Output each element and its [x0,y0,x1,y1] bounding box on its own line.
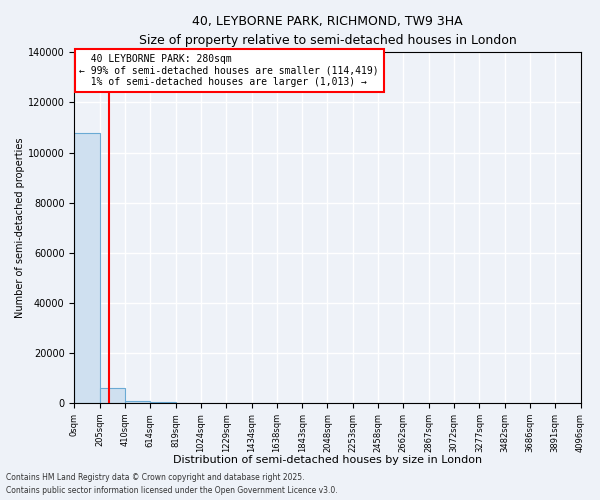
Title: 40, LEYBORNE PARK, RICHMOND, TW9 3HA
Size of property relative to semi-detached : 40, LEYBORNE PARK, RICHMOND, TW9 3HA Siz… [139,15,517,47]
Text: Contains HM Land Registry data © Crown copyright and database right 2025.
Contai: Contains HM Land Registry data © Crown c… [6,474,338,495]
Bar [125,401,150,403]
X-axis label: Distribution of semi-detached houses by size in London: Distribution of semi-detached houses by … [173,455,482,465]
Bar [100,388,125,403]
Y-axis label: Number of semi-detached properties: Number of semi-detached properties [15,138,25,318]
Text: 40 LEYBORNE PARK: 280sqm
← 99% of semi-detached houses are smaller (114,419)
  1: 40 LEYBORNE PARK: 280sqm ← 99% of semi-d… [79,54,379,88]
Bar [74,132,100,403]
Bar [150,402,176,403]
